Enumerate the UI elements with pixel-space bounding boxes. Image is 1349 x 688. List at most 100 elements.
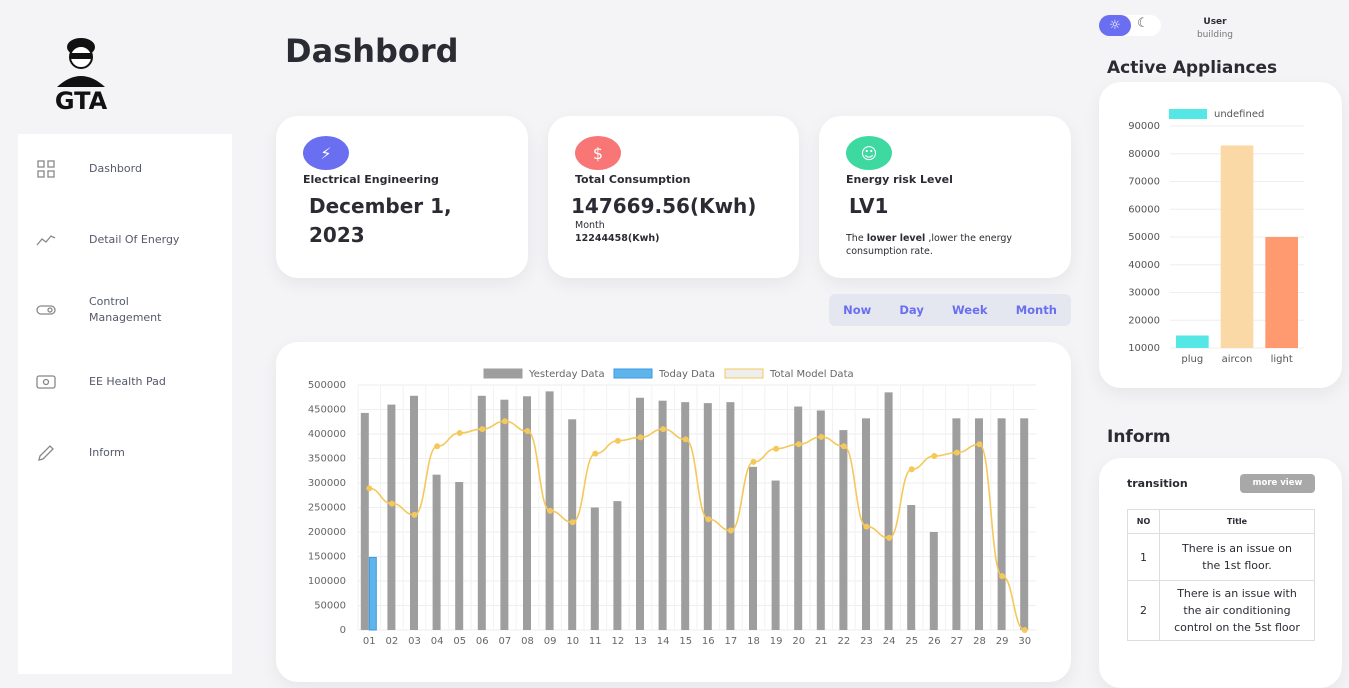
x-tick-label: 09 xyxy=(544,636,557,647)
model-point xyxy=(592,450,599,457)
pencil-icon xyxy=(38,445,54,461)
energy-chart-card: 0 50000 100000 150000 200000 250000 300000 3500… xyxy=(276,342,1071,682)
y-tick-label: 250000 xyxy=(308,503,346,514)
y-tick-label: 300000 xyxy=(308,478,346,489)
legend-swatch xyxy=(613,368,653,379)
x-tick-label: 18 xyxy=(747,636,760,647)
theme-toggle[interactable]: ☼ ☾ xyxy=(1099,15,1161,36)
bar-yesterday xyxy=(523,396,531,630)
sidebar-item-label: Detail Of Energy xyxy=(89,233,180,246)
model-point xyxy=(953,449,960,456)
bar-light xyxy=(1265,237,1298,348)
bar-yesterday xyxy=(839,430,848,630)
x-tick-label: 07 xyxy=(499,636,512,647)
more-view-button[interactable]: more view xyxy=(1240,474,1315,493)
sidebar-item-dashbord[interactable]: Dashbord xyxy=(18,159,232,179)
x-tick-label: 21 xyxy=(815,636,828,647)
bar-aircon xyxy=(1220,145,1254,348)
trend-icon xyxy=(36,235,56,246)
user-name: User xyxy=(1203,17,1227,27)
model-point xyxy=(705,516,712,523)
y-tick-label: 200000 xyxy=(308,527,346,538)
bar-yesterday xyxy=(387,404,396,630)
legend-label: Today Data xyxy=(658,369,715,380)
consumption-card: $ Total Consumption 147669.56(Kwh) Month… xyxy=(548,116,799,278)
x-tick-label: 26 xyxy=(928,636,941,647)
period-now[interactable]: Now xyxy=(843,303,872,317)
legend-label: Total Model Data xyxy=(769,369,854,380)
sun-icon[interactable]: ☼ xyxy=(1099,15,1131,36)
model-point xyxy=(908,466,915,473)
model-point xyxy=(818,433,825,440)
model-point xyxy=(479,426,486,433)
svg-text:GTA: GTA xyxy=(55,87,108,111)
x-tick-label: 02 xyxy=(386,636,399,647)
y-tick-label: 150000 xyxy=(308,552,346,563)
model-point xyxy=(727,527,734,534)
bar-yesterday xyxy=(636,397,644,630)
table-row[interactable]: 2 There is an issue with the air conditio… xyxy=(1127,580,1315,641)
bar-yesterday xyxy=(907,505,916,630)
bar-yesterday xyxy=(500,399,509,630)
card-label: Total Consumption xyxy=(575,173,691,186)
x-tick-label: 25 xyxy=(905,636,918,647)
bar-yesterday xyxy=(771,480,780,630)
gta-logo: GTA xyxy=(55,38,108,111)
row-title: There is an issue on the 1st floor. xyxy=(1159,533,1315,581)
y-tick-label: 10000 xyxy=(1128,343,1160,354)
x-tick-label: 05 xyxy=(453,636,466,647)
model-point xyxy=(999,573,1006,580)
y-tick-label: 400000 xyxy=(308,429,346,440)
user-info: User building xyxy=(1180,16,1250,42)
period-day[interactable]: Day xyxy=(899,303,924,317)
model-point xyxy=(411,511,418,518)
x-tick-label: 10 xyxy=(566,636,579,647)
card-sub-value: 12244458(Kwh) xyxy=(575,233,660,244)
sidebar-item-ee-health-pad[interactable]: EE Health Pad xyxy=(18,372,232,392)
inform-card: transition more view NO Title 1 There is a… xyxy=(1099,458,1342,688)
bar-yesterday xyxy=(952,418,961,630)
x-tick-label: 06 xyxy=(476,636,489,647)
y-tick-label: 80000 xyxy=(1128,149,1160,160)
dollar-icon: $ xyxy=(575,136,621,170)
moon-icon[interactable]: ☾ xyxy=(1137,16,1149,31)
model-point xyxy=(682,436,689,443)
model-point xyxy=(1021,627,1028,633)
x-tick-label: 19 xyxy=(770,636,783,647)
x-tick-label: 24 xyxy=(883,636,896,647)
sidebar-item-label: Control Management xyxy=(89,295,162,324)
model-point xyxy=(840,443,847,450)
sidebar-item-detail-of-energy[interactable]: Detail Of Energy xyxy=(18,230,232,250)
x-tick-label: 17 xyxy=(725,636,738,647)
card-sub-label: Month xyxy=(575,220,605,231)
model-point xyxy=(614,437,621,444)
x-tick-label: plug xyxy=(1181,354,1203,365)
y-tick-label: 350000 xyxy=(308,454,346,465)
y-tick-label: 30000 xyxy=(1128,288,1160,299)
grid-icon xyxy=(37,160,55,178)
x-tick-label: 08 xyxy=(521,636,534,647)
sidebar-item-control-management[interactable]: Control Management xyxy=(18,295,232,324)
period-month[interactable]: Month xyxy=(1015,303,1057,317)
lightning-icon: ⚡ xyxy=(303,136,349,170)
row-no: 2 xyxy=(1127,580,1160,641)
y-tick-label: 50000 xyxy=(314,601,346,612)
x-tick-label: 13 xyxy=(634,636,647,647)
x-tick-label: light xyxy=(1271,354,1293,365)
x-tick-label: 30 xyxy=(1018,636,1031,647)
card-value: 147669.56(Kwh) xyxy=(571,194,757,218)
x-tick-label: 23 xyxy=(860,636,873,647)
table-row[interactable]: 1 There is an issue on the 1st floor. xyxy=(1127,533,1315,581)
inform-table: NO Title 1 There is an issue on the 1st fl… xyxy=(1127,509,1315,641)
bar-yesterday xyxy=(884,392,893,630)
model-point xyxy=(569,519,576,526)
card-label: Electrical Engineering xyxy=(303,173,439,186)
bar-yesterday xyxy=(477,395,486,630)
user-sub: building xyxy=(1196,30,1234,40)
period-week[interactable]: Week xyxy=(952,303,988,317)
bar-today xyxy=(368,556,377,631)
x-tick-label: 04 xyxy=(431,636,444,647)
y-tick-label: 20000 xyxy=(1128,315,1160,326)
y-tick-label: 60000 xyxy=(1128,204,1160,215)
sidebar-item-inform[interactable]: Inform xyxy=(18,443,232,463)
